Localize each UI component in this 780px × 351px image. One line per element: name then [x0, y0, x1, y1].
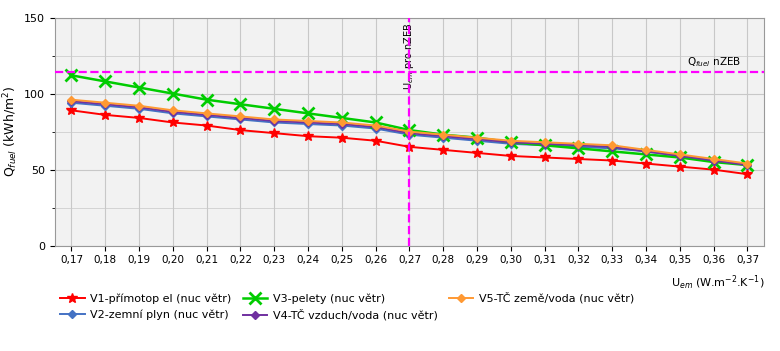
Text: U$_{em}$ (W.m$^{-2}$.K$^{-1}$): U$_{em}$ (W.m$^{-2}$.K$^{-1}$) [671, 274, 764, 292]
Y-axis label: Q$_{fuel}$ (kWh/m$^{2}$): Q$_{fuel}$ (kWh/m$^{2}$) [1, 86, 20, 177]
Text: U$_{em}$ pro nZEB: U$_{em}$ pro nZEB [402, 22, 417, 90]
Legend: V1-přímotop el (nuc větr), V2-zemní plyn (nuc větr), V3-pelety (nuc větr), V4-TČ: V1-přímotop el (nuc větr), V2-zemní plyn… [60, 292, 634, 321]
Text: Q$_{fuel}$ nZEB: Q$_{fuel}$ nZEB [686, 55, 741, 69]
